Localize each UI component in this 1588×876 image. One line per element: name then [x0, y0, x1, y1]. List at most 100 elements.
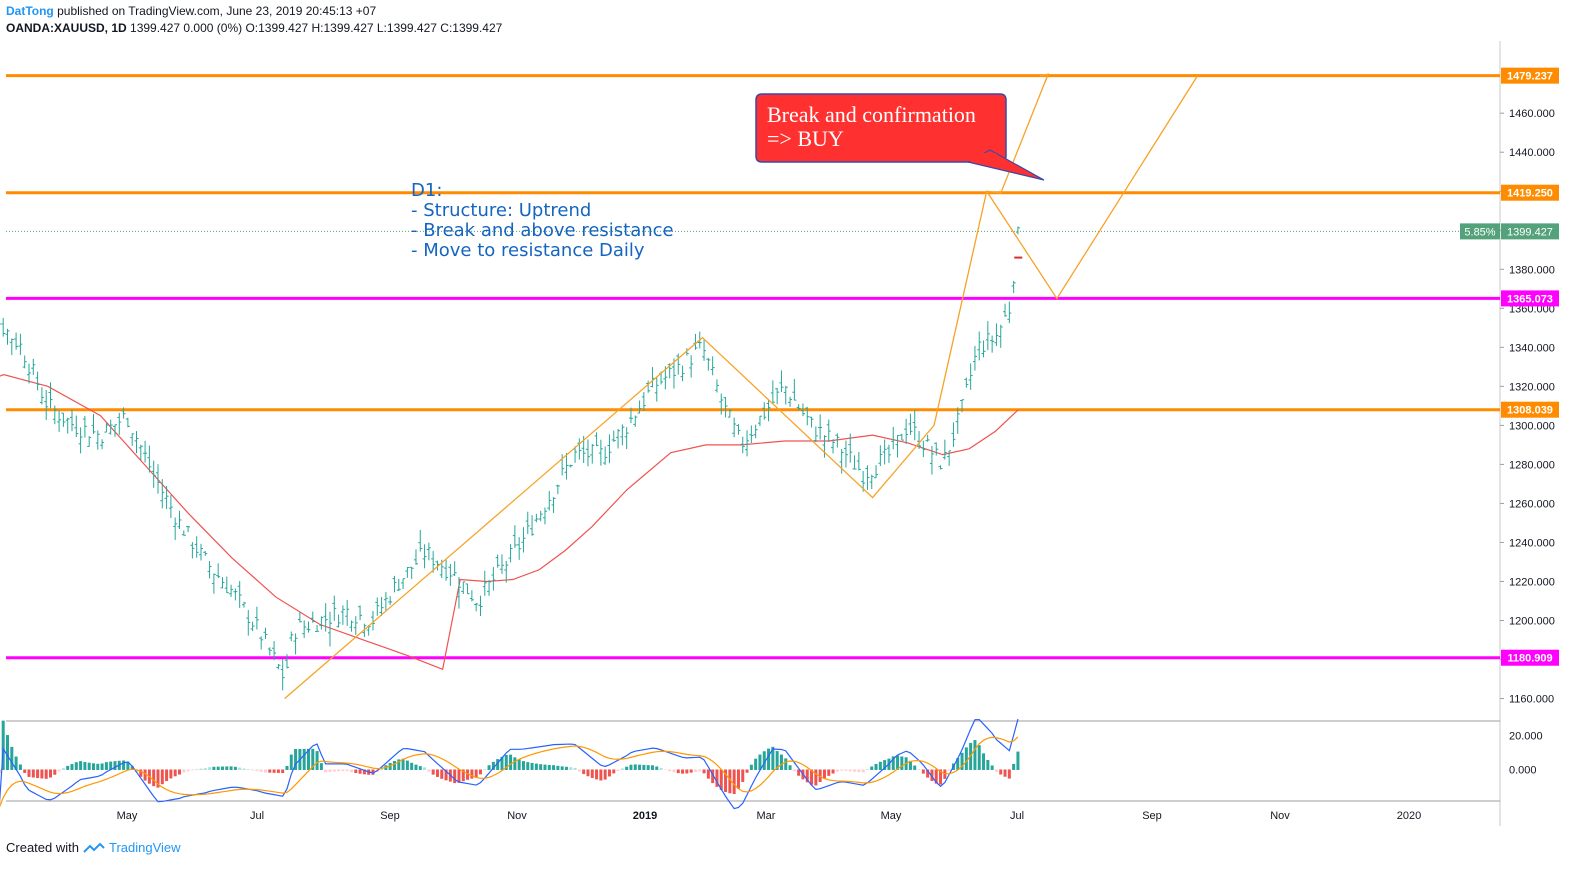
ohlc-bar[interactable]	[117, 412, 122, 435]
ohlc-bar[interactable]	[65, 417, 70, 434]
ohlc-bar[interactable]	[138, 444, 143, 461]
ohlc-bar[interactable]	[426, 542, 431, 561]
ohlc-bar[interactable]	[508, 544, 513, 563]
ohlc-bar[interactable]	[1007, 301, 1012, 324]
ohlc-bar[interactable]	[680, 365, 685, 382]
ohlc-bar[interactable]	[121, 407, 126, 419]
ohlc-bar[interactable]	[624, 427, 629, 450]
ohlc-bar[interactable]	[392, 575, 397, 593]
ohlc-bar[interactable]	[495, 554, 500, 568]
ohlc-bar[interactable]	[48, 382, 53, 409]
ohlc-bar[interactable]	[246, 610, 251, 636]
ohlc-bar[interactable]	[706, 357, 711, 371]
ohlc-bar[interactable]	[474, 602, 479, 612]
ohlc-bar[interactable]	[826, 419, 831, 442]
ohlc-bar[interactable]	[216, 563, 221, 579]
ohlc-bar[interactable]	[598, 439, 603, 466]
ohlc-bar[interactable]	[259, 636, 264, 650]
ohlc-bar[interactable]	[69, 409, 74, 432]
ohlc-bar[interactable]	[736, 424, 741, 435]
ohlc-bar[interactable]	[964, 377, 969, 388]
ohlc-bar[interactable]	[26, 363, 31, 384]
ohlc-bar[interactable]	[908, 413, 913, 435]
ohlc-bar[interactable]	[929, 445, 934, 475]
ohlc-bar[interactable]	[1011, 280, 1016, 294]
ohlc-bar[interactable]	[951, 422, 956, 447]
ohlc-bar[interactable]	[18, 333, 23, 355]
ohlc-bar[interactable]	[512, 525, 517, 548]
ohlc-bar[interactable]	[160, 479, 165, 509]
ohlc-bar[interactable]	[998, 324, 1003, 348]
ohlc-bar[interactable]	[487, 580, 492, 596]
ohlc-bar[interactable]	[9, 338, 14, 356]
ohlc-bar[interactable]	[44, 389, 49, 421]
ohlc-bar[interactable]	[319, 616, 324, 630]
ohlc-bar[interactable]	[370, 610, 375, 631]
ohlc-bar[interactable]	[942, 439, 947, 460]
ohlc-bar[interactable]	[646, 380, 651, 393]
ohlc-bar[interactable]	[130, 433, 135, 446]
ohlc-bar[interactable]	[405, 567, 410, 578]
tradingview-brand[interactable]: TradingView	[108, 840, 181, 855]
ohlc-bar[interactable]	[168, 495, 173, 519]
ohlc-bar[interactable]	[856, 452, 861, 471]
ohlc-bar[interactable]	[886, 444, 891, 463]
ohlc-bar[interactable]	[977, 331, 982, 361]
ohlc-bar[interactable]	[0, 314, 1, 328]
ohlc-bar[interactable]	[530, 515, 535, 536]
ohlc-bar[interactable]	[770, 380, 775, 404]
ohlc-bar[interactable]	[783, 385, 788, 405]
ohlc-bar[interactable]	[504, 560, 509, 583]
ohlc-bar[interactable]	[904, 418, 909, 444]
ohlc-bar[interactable]	[775, 387, 780, 405]
ohlc-bar[interactable]	[306, 621, 311, 633]
ohlc-bar[interactable]	[379, 596, 384, 616]
ohlc-bar[interactable]	[293, 633, 298, 655]
ohlc-bar[interactable]	[607, 434, 612, 464]
ohlc-bar[interactable]	[990, 335, 995, 353]
ohlc-bar[interactable]	[521, 527, 526, 553]
ohlc-bar[interactable]	[203, 551, 208, 556]
ohlc-bar[interactable]	[409, 566, 414, 579]
ohlc-bar[interactable]	[792, 379, 797, 401]
ohlc-bar[interactable]	[413, 549, 418, 565]
ohlc-bar[interactable]	[714, 379, 719, 393]
ohlc-bar[interactable]	[882, 439, 887, 465]
ohlc-bar[interactable]	[134, 431, 139, 454]
ohlc-bar[interactable]	[220, 577, 225, 589]
ohlc-bar[interactable]	[839, 448, 844, 474]
ohlc-bar[interactable]	[732, 417, 737, 438]
ohlc-bar[interactable]	[276, 663, 281, 670]
ohlc-bar[interactable]	[82, 415, 87, 438]
ohlc-bar[interactable]	[190, 542, 195, 559]
ohlc-bar[interactable]	[800, 403, 805, 417]
ohlc-bar[interactable]	[233, 588, 238, 601]
ohlc-bar[interactable]	[353, 616, 358, 635]
ohlc-bar[interactable]	[499, 554, 504, 574]
ohlc-bar[interactable]	[155, 464, 160, 494]
ohlc-bar[interactable]	[104, 422, 109, 433]
ohlc-bar[interactable]	[61, 412, 66, 427]
ohlc-bar[interactable]	[938, 465, 943, 470]
ohlc-bar[interactable]	[796, 404, 801, 411]
ohlc-bar[interactable]	[151, 460, 156, 488]
ohlc-bar[interactable]	[78, 427, 83, 454]
ohlc-bar[interactable]	[616, 428, 621, 449]
ohlc-bar[interactable]	[788, 396, 793, 407]
ohlc-bar[interactable]	[401, 578, 406, 590]
ohlc-bar[interactable]	[564, 452, 569, 480]
ohlc-bar[interactable]	[917, 431, 922, 449]
ohlc-bar[interactable]	[39, 387, 44, 405]
ohlc-bar[interactable]	[641, 392, 646, 412]
ohlc-bar[interactable]	[95, 430, 100, 450]
ohlc-bar[interactable]	[336, 614, 341, 628]
ohlc-bar[interactable]	[831, 439, 836, 454]
ohlc-bar[interactable]	[654, 377, 659, 402]
ohlc-bar[interactable]	[534, 513, 539, 523]
ohlc-bar[interactable]	[848, 433, 853, 463]
ohlc-bar[interactable]	[585, 439, 590, 467]
ohlc-bar[interactable]	[547, 491, 552, 511]
ohlc-bar[interactable]	[628, 407, 633, 424]
ohlc-bar[interactable]	[542, 507, 547, 525]
ohlc-bar[interactable]	[577, 438, 582, 460]
